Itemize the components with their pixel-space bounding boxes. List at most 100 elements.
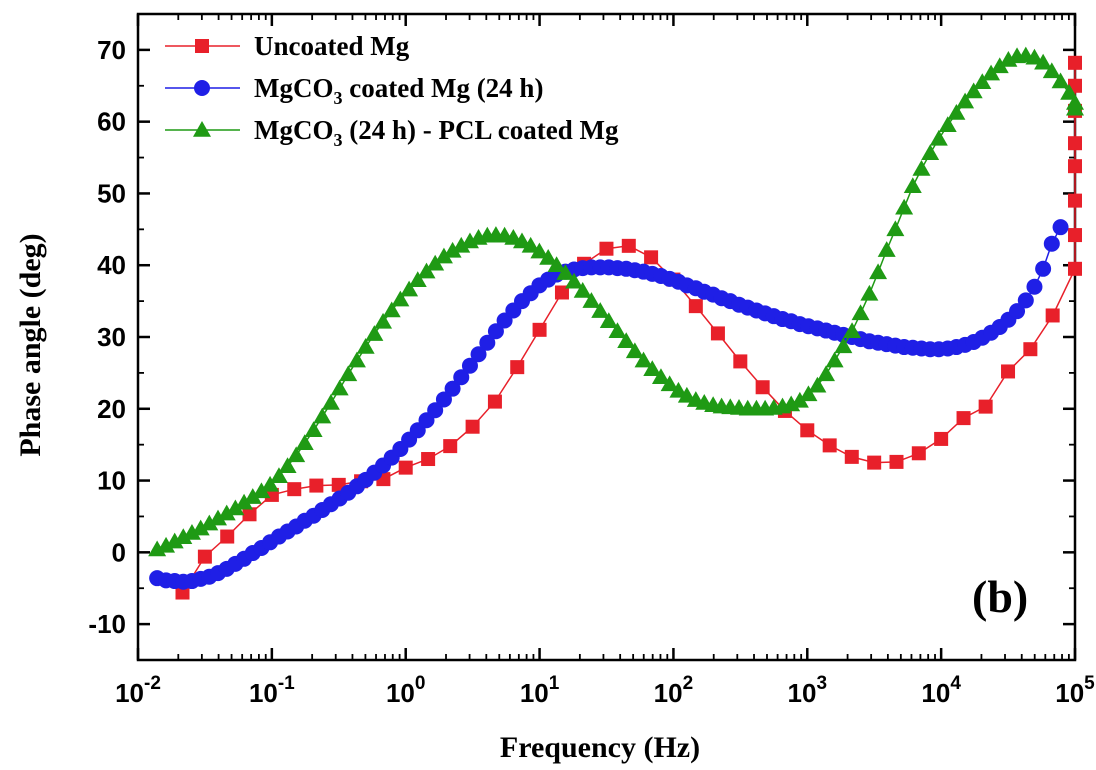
data-point (867, 455, 882, 470)
x-tick-label: 102 (654, 673, 694, 708)
data-point (220, 529, 235, 544)
data-point (252, 482, 271, 499)
data-point (660, 375, 679, 392)
data-point (1026, 278, 1043, 295)
y-tick-label: 60 (97, 107, 126, 137)
data-point (1051, 72, 1070, 89)
data-point (921, 144, 940, 160)
data-point (461, 357, 478, 374)
data-point (532, 322, 547, 337)
data-point (677, 386, 696, 403)
data-point (817, 365, 836, 382)
legend-label: MgCO3 (24 h) - PCL coated Mg (254, 115, 619, 150)
data-point (851, 304, 870, 321)
y-tick-label: 0 (112, 537, 126, 567)
data-point (1042, 62, 1061, 79)
x-tick-label: 104 (921, 673, 961, 708)
data-point (487, 323, 504, 340)
data-point (643, 360, 662, 377)
data-point (539, 249, 558, 265)
data-point (790, 391, 809, 408)
legend: Uncoated Mg MgCO3 coated Mg (24 h) MgCO3 (… (165, 31, 619, 150)
data-point (452, 236, 471, 253)
legend-entry-1: Uncoated Mg (165, 31, 410, 61)
data-point (733, 354, 748, 369)
data-point (860, 284, 879, 301)
legend-label: MgCO3 coated Mg (24 h) (254, 73, 543, 108)
data-point (1060, 83, 1079, 100)
y-axis-title: Phase angle (deg) (14, 233, 47, 456)
panel-annotation: (b) (972, 571, 1028, 622)
data-point (269, 467, 288, 483)
data-point (235, 493, 254, 510)
data-point (1068, 261, 1082, 276)
data-point (669, 381, 688, 398)
data-point (710, 326, 725, 341)
data-point (556, 264, 575, 280)
y-tick-label: 50 (97, 178, 126, 208)
data-point (157, 536, 176, 553)
data-point (808, 376, 827, 393)
data-point (929, 129, 948, 146)
data-point (417, 262, 436, 279)
data-point (356, 338, 375, 354)
data-point (426, 254, 445, 271)
data-point (938, 116, 957, 133)
data-point (226, 499, 245, 516)
data-point (374, 312, 393, 329)
data-point (621, 238, 636, 253)
y-tick-label: -10 (88, 609, 126, 639)
y-tick-label: 70 (97, 35, 126, 65)
data-point (1001, 364, 1016, 379)
data-point (1068, 193, 1082, 208)
data-point (755, 380, 770, 395)
data-point (321, 394, 340, 410)
data-point (565, 272, 584, 289)
data-point (197, 549, 212, 564)
legend-entry-2: MgCO3 coated Mg (24 h) (165, 73, 543, 108)
data-point (903, 177, 922, 194)
data-point (530, 242, 549, 259)
legend-label: Uncoated Mg (254, 31, 410, 61)
data-point (313, 407, 332, 424)
data-point (973, 73, 992, 89)
data-point (982, 64, 1001, 81)
data-point (800, 423, 815, 438)
data-point (309, 478, 324, 493)
data-point (1023, 342, 1038, 357)
data-point (822, 438, 837, 453)
data-point (365, 325, 384, 341)
data-point (443, 439, 458, 454)
data-point (617, 332, 636, 349)
data-point (844, 449, 859, 464)
x-tick-label: 10-2 (115, 673, 161, 708)
series-3 (148, 46, 1084, 557)
data-point (435, 391, 452, 408)
data-point (688, 299, 703, 314)
data-point (444, 380, 461, 397)
data-point (261, 475, 280, 492)
data-point (398, 460, 413, 475)
series-layer (148, 46, 1084, 600)
y-tick-label: 40 (97, 250, 126, 280)
data-point (573, 282, 592, 298)
data-point (608, 322, 627, 339)
data-point (1052, 219, 1069, 236)
data-point (1068, 136, 1082, 151)
data-point (912, 160, 931, 176)
data-point (644, 250, 659, 265)
data-point (470, 346, 487, 363)
data-point (330, 379, 349, 396)
data-point (1035, 260, 1052, 277)
data-point (182, 523, 201, 540)
data-point (651, 368, 670, 384)
data-point (895, 198, 914, 215)
x-tick-label: 10-1 (249, 673, 295, 708)
series-1 (175, 55, 1082, 600)
data-point (582, 292, 601, 308)
data-point (487, 394, 502, 409)
data-point (964, 82, 983, 99)
legend-marker (193, 121, 211, 137)
x-tick-label: 105 (1055, 673, 1095, 708)
data-point (391, 290, 410, 307)
